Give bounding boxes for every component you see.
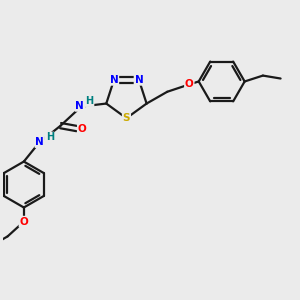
Text: N: N <box>75 101 84 111</box>
Text: O: O <box>78 124 86 134</box>
Text: O: O <box>20 217 28 226</box>
Text: O: O <box>185 80 194 89</box>
Text: S: S <box>123 113 130 123</box>
Text: N: N <box>134 75 143 85</box>
Text: N: N <box>35 137 44 147</box>
Text: N: N <box>110 75 118 85</box>
Text: H: H <box>46 132 54 142</box>
Text: H: H <box>85 96 94 106</box>
